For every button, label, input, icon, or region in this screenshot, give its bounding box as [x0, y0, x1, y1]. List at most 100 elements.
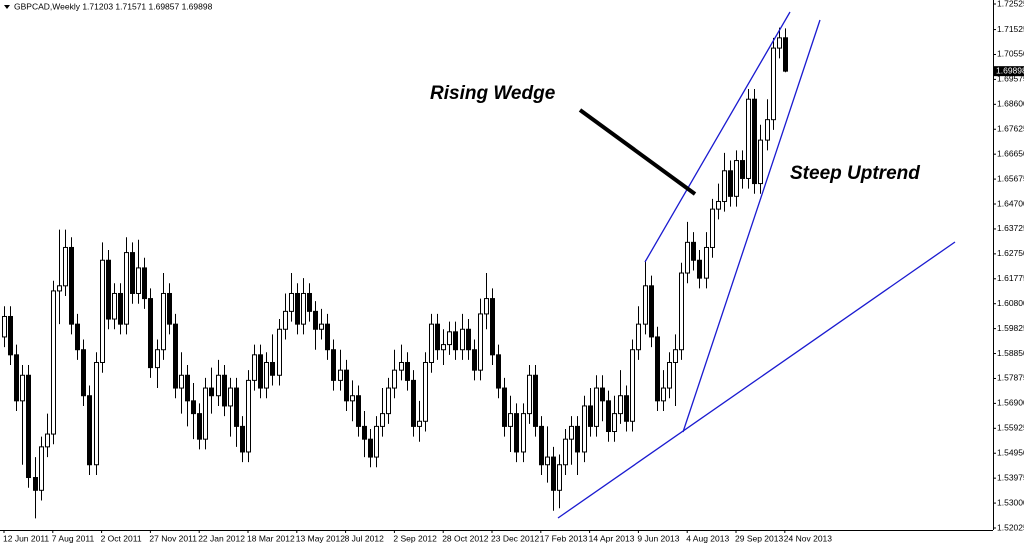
- candle-body: [20, 374, 25, 402]
- candle-body: [728, 170, 733, 197]
- candle-body: [490, 298, 495, 356]
- x-tick-label: 24 Nov 2013: [784, 533, 832, 543]
- candle-body: [362, 425, 367, 440]
- candle-body: [411, 379, 416, 427]
- y-tick-label: 1.56900: [997, 398, 1024, 408]
- y-tick-label: 1.55925: [997, 423, 1024, 433]
- candle-body: [185, 374, 190, 402]
- candle-body: [234, 387, 239, 427]
- candle-body: [33, 477, 38, 491]
- candle-body: [252, 354, 257, 381]
- wedge-lower-line: [682, 19, 821, 433]
- candle-body: [197, 413, 202, 440]
- candle-body: [557, 464, 562, 491]
- candle-body: [563, 438, 568, 466]
- candle-body: [222, 374, 227, 407]
- candle-body: [478, 313, 483, 371]
- candle-body: [569, 425, 574, 440]
- x-tick-label: 9 Jun 2013: [637, 533, 679, 543]
- candle-body: [691, 241, 696, 261]
- candle-body: [447, 331, 452, 346]
- candle-body: [216, 374, 221, 397]
- x-tick-label: 8 Jul 2012: [345, 533, 384, 543]
- y-tick-label: 1.61775: [997, 273, 1024, 283]
- candle-body: [124, 252, 129, 325]
- candle-body: [179, 374, 184, 389]
- support-line: [557, 241, 956, 519]
- candle-body: [636, 323, 641, 351]
- candle-body: [26, 374, 31, 479]
- candle-body: [460, 328, 465, 351]
- candle-body: [643, 285, 648, 325]
- x-tick-label: 2 Sep 2012: [393, 533, 437, 543]
- y-tick-label: 1.60800: [997, 298, 1024, 308]
- candle-body: [575, 425, 580, 453]
- candle-body: [606, 400, 611, 433]
- candle-body: [582, 405, 587, 453]
- candle-body: [484, 298, 489, 315]
- candle-body: [301, 292, 306, 325]
- y-tick-label: 1.52025: [997, 522, 1024, 532]
- y-tick-label: 1.54950: [997, 447, 1024, 457]
- candle-body: [289, 292, 294, 312]
- y-tick-label: 1.63725: [997, 223, 1024, 233]
- candle-body: [600, 387, 605, 402]
- wedge-upper-line: [644, 11, 791, 263]
- candle-body: [466, 328, 471, 351]
- y-tick-label: 1.69575: [997, 74, 1024, 84]
- x-tick-label: 23 Dec 2012: [491, 533, 539, 543]
- y-tick-label: 1.71525: [997, 24, 1024, 34]
- candle-body: [240, 425, 245, 453]
- candle-body: [87, 395, 92, 466]
- candle-body: [118, 292, 123, 325]
- candle-body: [325, 323, 330, 351]
- candle-body: [716, 200, 721, 210]
- candle-body: [39, 446, 44, 491]
- candle-body: [746, 98, 751, 179]
- candle-body: [588, 405, 593, 427]
- price-tag: [994, 66, 1024, 77]
- candle-body: [594, 387, 599, 427]
- candle-body: [386, 387, 391, 415]
- candle-body: [521, 413, 526, 453]
- x-tick-label: 28 Oct 2012: [442, 533, 489, 543]
- candle-body: [765, 119, 770, 141]
- candle-body: [81, 349, 86, 397]
- candle-body: [350, 395, 355, 402]
- y-tick-label: 1.72525: [997, 0, 1024, 8]
- candle-body: [734, 160, 739, 197]
- candle-body: [106, 259, 111, 320]
- legend-triangle: [4, 5, 10, 9]
- candle-body: [417, 420, 422, 427]
- y-tick-label: 1.62750: [997, 248, 1024, 258]
- candle-body: [331, 349, 336, 381]
- y-tick-label: 1.58850: [997, 348, 1024, 358]
- candle-body: [142, 267, 147, 300]
- candle-body: [612, 413, 617, 433]
- candle-body: [191, 400, 196, 415]
- candle-body: [130, 252, 135, 294]
- candle-body: [661, 387, 666, 402]
- candle-body: [136, 267, 141, 294]
- candle-body: [319, 323, 324, 330]
- candle-body: [8, 315, 13, 356]
- candle-body: [697, 259, 702, 279]
- candle-body: [399, 361, 404, 371]
- candle-body: [161, 292, 166, 351]
- y-tick-label: 1.65675: [997, 173, 1024, 183]
- candle-body: [502, 387, 507, 427]
- candle-body: [777, 37, 782, 49]
- candle-body: [508, 413, 513, 427]
- candle-body: [167, 292, 172, 325]
- candle-body: [710, 208, 715, 248]
- candle-body: [258, 354, 263, 389]
- candle-body: [94, 361, 99, 466]
- chart-title: GBPCAD,Weekly 1.71203 1.71571 1.69857 1.…: [14, 1, 213, 11]
- x-tick-label: 14 Apr 2013: [589, 533, 635, 543]
- y-tick-label: 1.53000: [997, 497, 1024, 507]
- x-tick-label: 2 Oct 2011: [101, 533, 142, 543]
- y-tick-label: 1.53975: [997, 472, 1024, 482]
- y-tick-label: 1.64700: [997, 198, 1024, 208]
- candle-body: [673, 349, 678, 363]
